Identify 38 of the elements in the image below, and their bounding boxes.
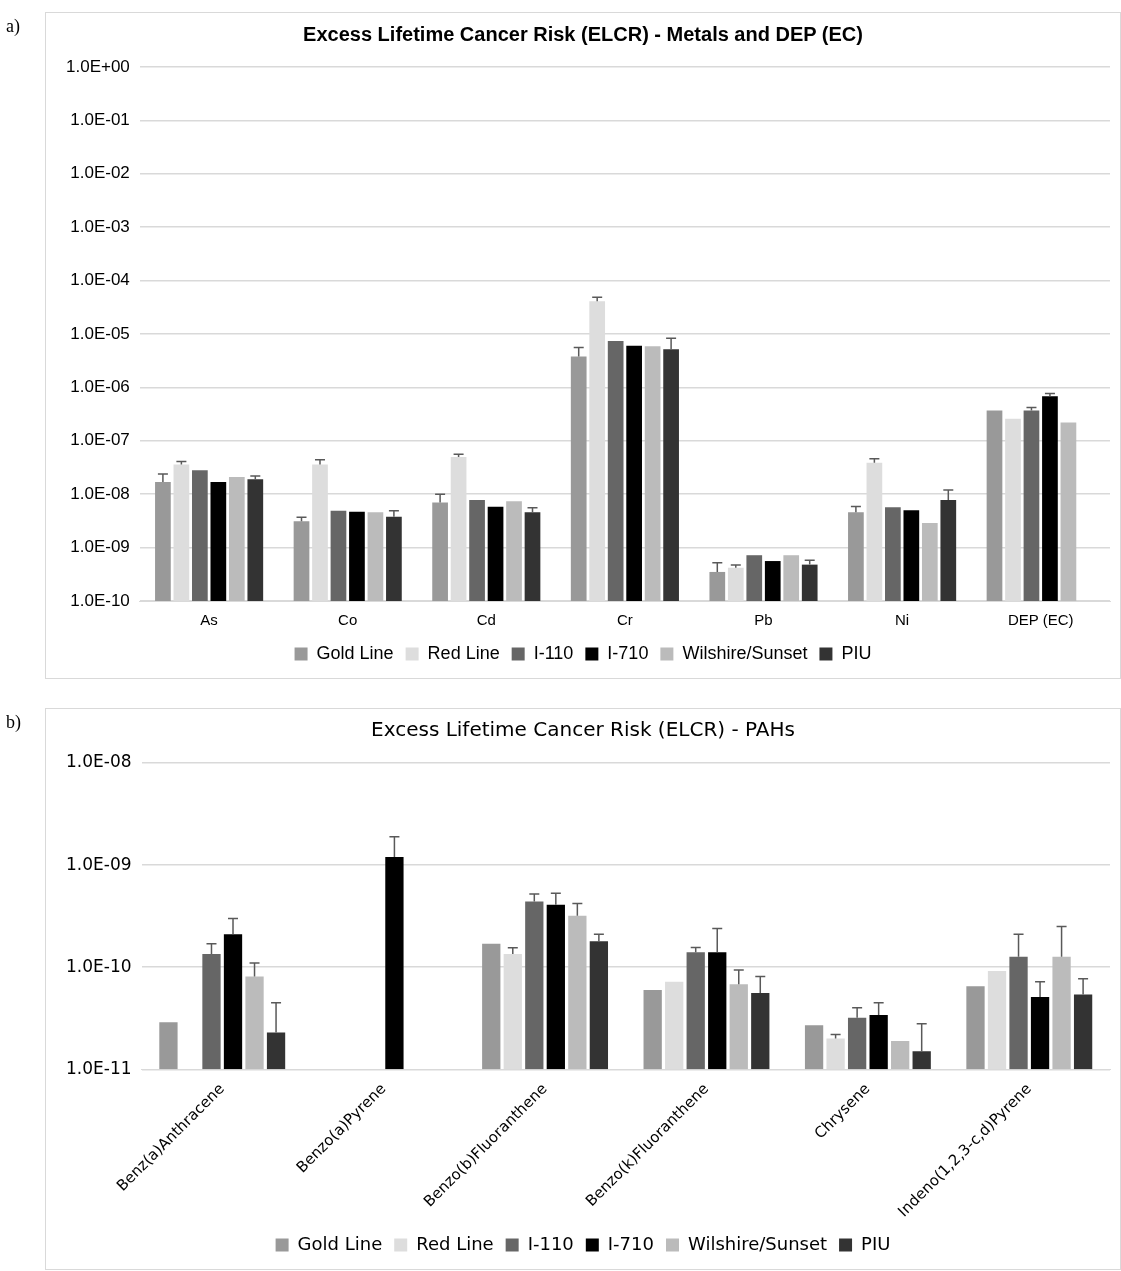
legend-label: I-710 (607, 642, 649, 663)
text: b) (6, 712, 21, 733)
y-tick-label: 1.0E-07 (70, 430, 130, 450)
legend-label: I-110 (533, 642, 574, 663)
legend-label: PIU (841, 642, 872, 663)
y-tick-label: 1.0E-01 (70, 110, 130, 130)
legend-label: PIU (861, 1232, 891, 1254)
legend-label: Gold Line (316, 642, 394, 663)
y-tick-label: 1.0E+00 (66, 56, 130, 76)
y-tick-label: 1.0E-08 (66, 751, 132, 772)
y-tick-label: 1.0E-03 (70, 216, 130, 236)
y-tick-label: 1.0E-10 (70, 590, 130, 610)
x-tick-label: As (200, 611, 218, 629)
x-tick-label: Ni (895, 611, 910, 629)
legend-label: Gold Line (297, 1232, 383, 1254)
legend-label: Wilshire/Sunset (682, 642, 808, 663)
x-tick-label: Cd (476, 611, 496, 629)
x-tick-label: Cr (616, 611, 633, 629)
x-tick-label: DEP (EC) (1007, 611, 1074, 629)
y-tick-label: 1.0E-11 (66, 1057, 132, 1078)
y-tick-label: 1.0E-09 (66, 853, 132, 874)
y-tick-label: 1.0E-04 (70, 270, 130, 290)
legend-label: Wilshire/Sunset (687, 1232, 828, 1254)
y-tick-label: 1.0E-02 (70, 163, 130, 183)
y-tick-label: 1.0E-10 (66, 955, 132, 976)
chart-title: Excess Lifetime Cancer Risk (ELCR) - Metals and DEP (EC) (303, 22, 863, 45)
legend-label: I-110 (527, 1232, 574, 1254)
y-tick-label: 1.0E-09 (70, 537, 130, 557)
legend-label: Red Line (427, 642, 500, 663)
y-tick-label: 1.0E-05 (70, 323, 130, 343)
legend-label: Red Line (416, 1232, 494, 1254)
legend-label: I-710 (607, 1232, 654, 1254)
x-tick-label: Pb (754, 611, 773, 629)
x-tick-label: Co (338, 611, 358, 629)
y-tick-label: 1.0E-08 (70, 483, 130, 503)
y-tick-label: 1.0E-06 (70, 377, 130, 397)
text: a) (6, 16, 20, 37)
chart-title: Excess Lifetime Cancer Risk (ELCR) - PAHs (371, 717, 795, 742)
